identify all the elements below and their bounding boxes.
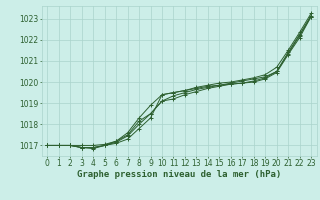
X-axis label: Graphe pression niveau de la mer (hPa): Graphe pression niveau de la mer (hPa) <box>77 170 281 179</box>
